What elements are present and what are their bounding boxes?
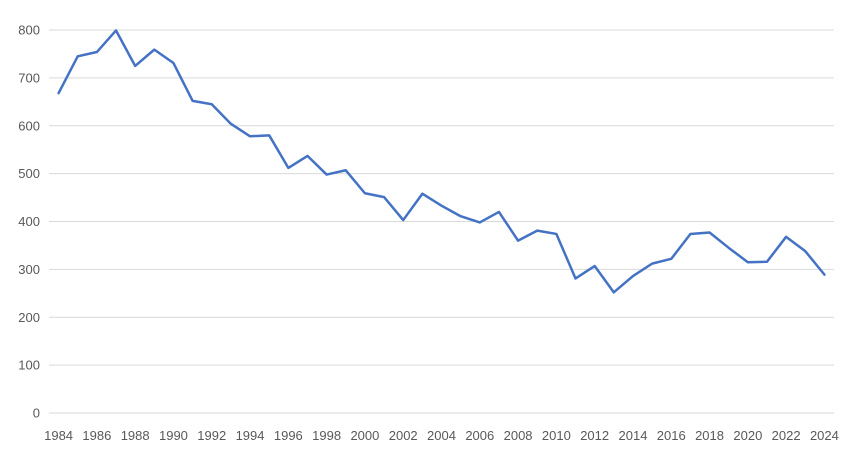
x-axis-tick-label: 1986: [82, 428, 111, 443]
x-axis-tick-label: 1992: [197, 428, 226, 443]
x-axis-tick-label: 1994: [236, 428, 265, 443]
y-axis-tick-label: 500: [18, 166, 40, 181]
x-axis-tick-label: 2008: [504, 428, 533, 443]
x-axis-tick-label: 2016: [657, 428, 686, 443]
x-axis-tick-label: 1996: [274, 428, 303, 443]
x-axis-tick-label: 2024: [810, 428, 839, 443]
x-axis-tick-label: 2000: [350, 428, 379, 443]
y-axis-tick-label: 600: [18, 118, 40, 133]
y-axis-tick-label: 800: [18, 23, 40, 38]
x-axis-tick-label: 2022: [772, 428, 801, 443]
y-axis-tick-label: 200: [18, 310, 40, 325]
x-axis-tick-label: 1988: [121, 428, 150, 443]
x-axis-tick-label: 1990: [159, 428, 188, 443]
x-axis-tick-label: 2010: [542, 428, 571, 443]
x-axis-tick-label: 2004: [427, 428, 456, 443]
y-axis-tick-label: 0: [33, 406, 40, 421]
x-axis-tick-label: 2014: [619, 428, 648, 443]
y-axis-tick-label: 700: [18, 70, 40, 85]
x-axis-tick-label: 2006: [465, 428, 494, 443]
x-axis-tick-label: 1998: [312, 428, 341, 443]
x-axis-tick-label: 1984: [44, 428, 73, 443]
y-axis-tick-label: 400: [18, 214, 40, 229]
x-axis-tick-label: 2002: [389, 428, 418, 443]
x-axis-tick-label: 2012: [580, 428, 609, 443]
x-axis-tick-label: 2020: [733, 428, 762, 443]
x-axis-tick-label: 2018: [695, 428, 724, 443]
data-series-line: [57, 29, 826, 294]
y-axis-tick-label: 300: [18, 262, 40, 277]
y-axis-tick-label: 100: [18, 358, 40, 373]
